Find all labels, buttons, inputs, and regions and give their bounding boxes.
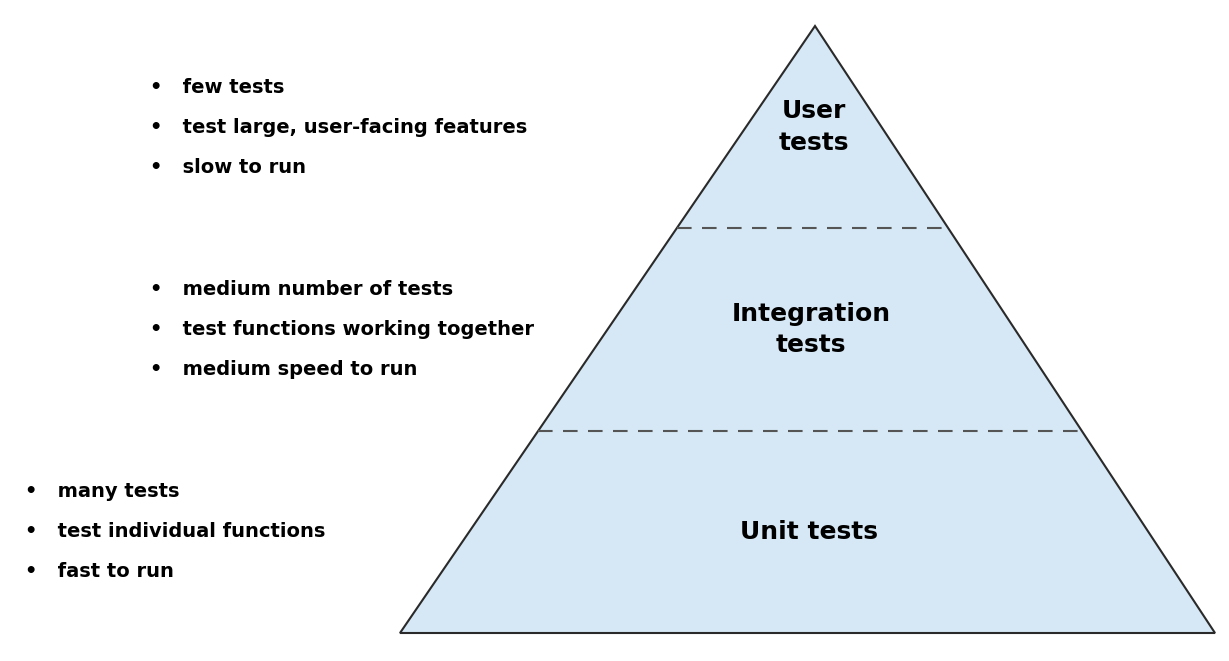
Text: User
tests: User tests <box>778 99 849 155</box>
Text: Integration
tests: Integration tests <box>731 301 891 358</box>
Text: •   slow to run: • slow to run <box>150 158 306 176</box>
Polygon shape <box>399 26 1215 633</box>
Text: •   fast to run: • fast to run <box>25 563 173 581</box>
Text: Unit tests: Unit tests <box>740 520 878 544</box>
Text: •   few tests: • few tests <box>150 77 284 97</box>
Text: •   medium speed to run: • medium speed to run <box>150 360 418 379</box>
Text: •   test individual functions: • test individual functions <box>25 522 326 541</box>
Text: •   medium number of tests: • medium number of tests <box>150 280 454 299</box>
Text: •   test large, user-facing features: • test large, user-facing features <box>150 118 527 137</box>
Text: •   test functions working together: • test functions working together <box>150 320 533 339</box>
Text: •   many tests: • many tests <box>25 483 179 501</box>
